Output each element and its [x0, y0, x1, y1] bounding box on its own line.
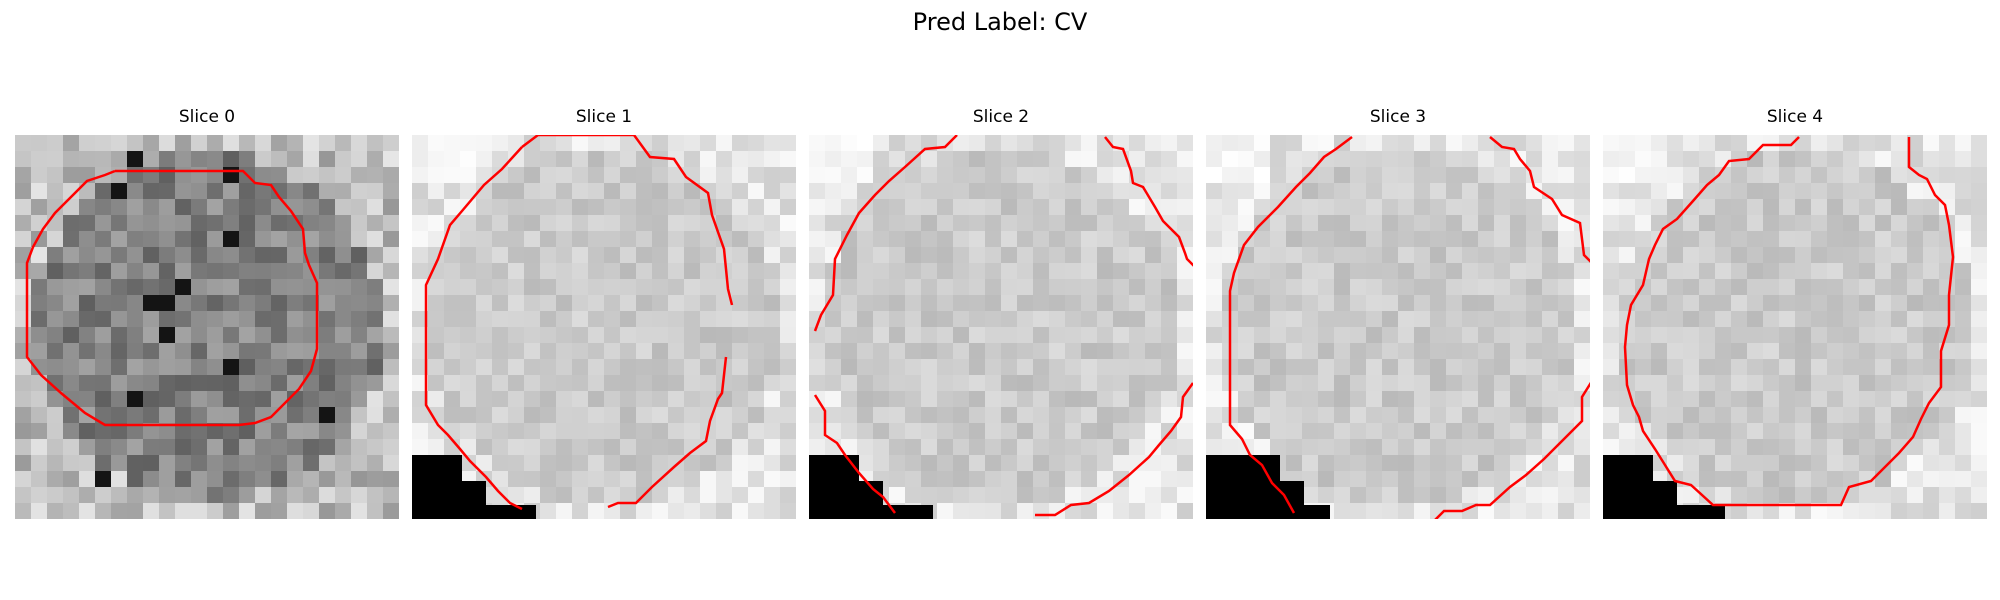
slice-image-2 — [809, 135, 1193, 519]
contour-outline-right-top — [1104, 136, 1193, 267]
slice-image-3 — [1206, 135, 1590, 519]
slice-panel-2: Slice 2 — [809, 107, 1193, 519]
contour-outline-lower — [424, 146, 523, 511]
slice-panel-3: Slice 3 — [1206, 107, 1590, 519]
slice-panel-1: Slice 1 — [412, 107, 796, 519]
slice-image-0 — [15, 135, 399, 519]
slice-image-1 — [412, 135, 796, 519]
contour-outline-right-top — [1489, 136, 1590, 263]
black-corner-mask — [809, 455, 933, 519]
contour-outline — [1228, 136, 1353, 514]
slice-image-4 — [1603, 135, 1987, 519]
slice-title-0: Slice 0 — [178, 107, 236, 127]
slice-title-3: Slice 3 — [1369, 107, 1427, 127]
figure-title: Pred Label: CV — [912, 8, 1088, 36]
contour-outline — [25, 169, 319, 427]
contour-outline-right-lower — [1434, 381, 1590, 519]
slice-title-2: Slice 2 — [972, 107, 1030, 127]
slice-pixels-2 — [809, 135, 1193, 519]
black-corner-mask — [1206, 455, 1330, 519]
slice-pixels-0 — [15, 135, 399, 519]
slice-title-1: Slice 1 — [575, 107, 633, 127]
contour-outline-right — [607, 356, 728, 509]
slice-pixels-3 — [1206, 135, 1590, 519]
black-corner-mask — [412, 455, 536, 519]
contour-outline — [521, 135, 734, 306]
contour-outline-left-lower — [813, 394, 896, 514]
slice-title-4: Slice 4 — [1766, 107, 1824, 127]
black-corner-mask — [1603, 455, 1725, 519]
contour-outline-right-lower — [1035, 382, 1193, 517]
slice-panel-0: Slice 0 — [15, 107, 399, 519]
contour-outline — [1623, 136, 1955, 507]
contour-outline — [813, 135, 958, 332]
slice-pixels-4 — [1603, 135, 1987, 519]
slice-pixels-1 — [412, 135, 796, 519]
slice-panel-4: Slice 4 — [1603, 107, 1987, 519]
